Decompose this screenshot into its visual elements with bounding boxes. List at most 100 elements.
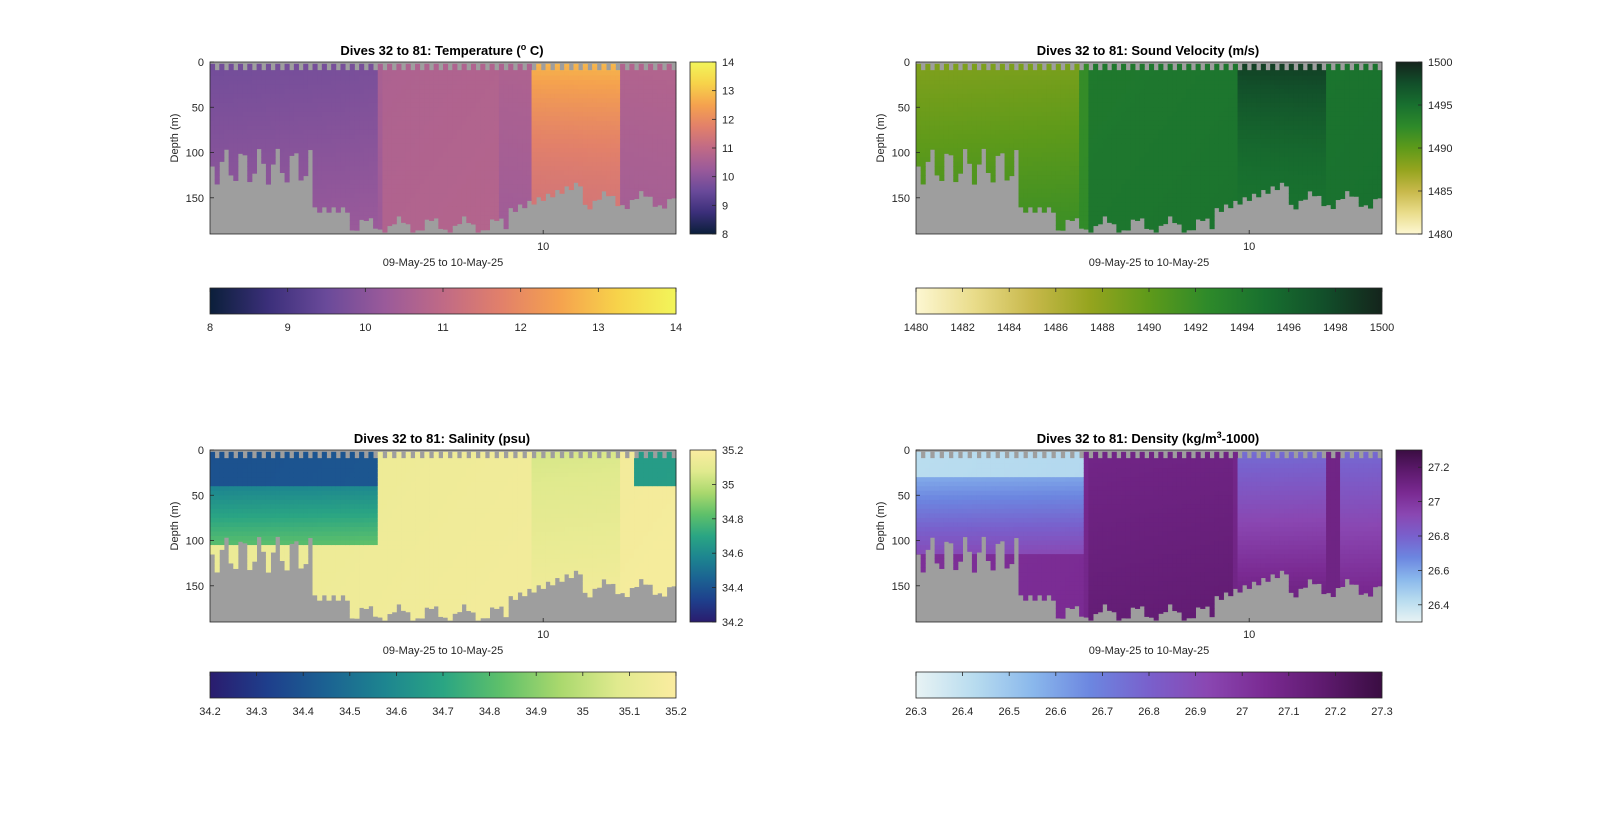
heatmap-cell bbox=[1004, 116, 1010, 122]
heatmap-cell bbox=[545, 152, 551, 158]
heatmap-cell bbox=[237, 143, 244, 149]
heatmap-cell bbox=[1004, 125, 1010, 131]
heatmap-cell bbox=[331, 75, 337, 81]
heatmap-cell bbox=[1158, 206, 1164, 212]
heatmap-cell bbox=[587, 152, 593, 158]
heatmap-cell bbox=[1041, 206, 1047, 212]
heatmap-cell bbox=[401, 197, 407, 203]
heatmap-cell bbox=[615, 134, 621, 140]
heatmap-cell bbox=[410, 84, 416, 90]
heatmap-cell bbox=[1004, 166, 1010, 172]
heatmap-cell bbox=[443, 66, 449, 72]
heatmap-cell bbox=[498, 179, 504, 185]
heatmap-cell bbox=[508, 66, 514, 72]
heatmap-cell bbox=[382, 152, 388, 158]
heatmap-cell bbox=[592, 143, 598, 149]
heatmap-cell bbox=[634, 152, 640, 158]
heatmap-cell bbox=[470, 184, 477, 190]
heatmap-cell bbox=[573, 179, 579, 183]
heatmap-cell bbox=[1051, 102, 1057, 108]
heatmap-cell bbox=[396, 188, 402, 194]
heatmap-cell bbox=[349, 224, 355, 230]
heatmap-cell bbox=[1144, 179, 1150, 185]
heatmap-cell bbox=[1074, 98, 1080, 104]
heatmap-cell bbox=[480, 188, 486, 194]
heatmap-cell bbox=[1079, 71, 1085, 76]
heatmap-cell bbox=[568, 71, 574, 76]
heatmap-cell bbox=[1149, 63, 1155, 67]
heatmap-cell bbox=[373, 157, 379, 162]
heatmap-cell bbox=[251, 143, 257, 149]
heatmap-cell bbox=[424, 148, 430, 153]
heatmap-cell bbox=[1190, 98, 1196, 104]
heatmap-cell bbox=[971, 143, 977, 149]
heatmap-cell bbox=[447, 107, 453, 113]
heatmap-cell bbox=[503, 138, 509, 144]
heatmap-cell bbox=[489, 148, 495, 153]
heatmap-cell bbox=[1102, 157, 1108, 162]
heatmap-cell bbox=[1116, 111, 1122, 117]
heatmap-cell bbox=[410, 175, 416, 181]
heatmap-cell bbox=[652, 84, 658, 90]
heatmap-cell bbox=[410, 75, 416, 81]
heatmap-cell bbox=[415, 125, 421, 131]
heatmap-cell bbox=[568, 70, 574, 72]
heatmap-cell bbox=[1013, 111, 1019, 117]
heatmap-cell bbox=[615, 202, 621, 207]
heatmap-cell bbox=[943, 152, 950, 154]
heatmap-cell bbox=[396, 75, 402, 81]
heatmap-cell bbox=[1041, 80, 1047, 86]
heatmap-cell bbox=[1149, 220, 1155, 226]
heatmap-cell bbox=[995, 152, 1001, 156]
heatmap-cell bbox=[971, 84, 977, 90]
heatmap-cell bbox=[920, 102, 926, 108]
heatmap-cell bbox=[1079, 111, 1085, 117]
heatmap-cell bbox=[303, 80, 309, 86]
heatmap-cell bbox=[601, 116, 607, 122]
heatmap-cell bbox=[1055, 116, 1061, 122]
heatmap-cell bbox=[1065, 215, 1071, 220]
heatmap-cell bbox=[377, 66, 383, 72]
heatmap-cell bbox=[359, 111, 365, 117]
heatmap-cell bbox=[1125, 166, 1131, 172]
heatmap-cell bbox=[1167, 138, 1173, 144]
heatmap-cell bbox=[601, 93, 607, 99]
heatmap-cell bbox=[559, 102, 565, 108]
heatmap-cell bbox=[298, 98, 304, 104]
heatmap-cell bbox=[1037, 184, 1043, 190]
heatmap-cell bbox=[1093, 193, 1099, 199]
heatmap-cell bbox=[1125, 80, 1131, 86]
heatmap-cell bbox=[648, 80, 654, 86]
heatmap-cell bbox=[1079, 107, 1085, 113]
heatmap-cell bbox=[662, 120, 668, 126]
heatmap-cell bbox=[470, 98, 477, 104]
heatmap-cell bbox=[545, 80, 551, 86]
heatmap-cell bbox=[526, 157, 532, 162]
heatmap-cell bbox=[1093, 220, 1099, 226]
heatmap-cell bbox=[564, 116, 570, 122]
heatmap-cell bbox=[526, 138, 532, 144]
heatmap-cell bbox=[284, 179, 290, 183]
heatmap-cell bbox=[967, 70, 973, 72]
heatmap-cell bbox=[326, 84, 332, 90]
heatmap-cell bbox=[438, 220, 444, 226]
heatmap-cell bbox=[1149, 206, 1155, 212]
heatmap-cell bbox=[601, 102, 607, 108]
heatmap-cell bbox=[508, 89, 514, 95]
heatmap-cell bbox=[317, 179, 323, 185]
heatmap-cell bbox=[1051, 175, 1057, 181]
heatmap-cell bbox=[275, 75, 281, 81]
heatmap-cell bbox=[976, 152, 982, 158]
heatmap-cell bbox=[452, 120, 458, 126]
heatmap-cell bbox=[265, 89, 271, 95]
heatmap-cell bbox=[391, 102, 397, 108]
heatmap-cell bbox=[652, 188, 658, 194]
heatmap-cell bbox=[554, 107, 560, 113]
heatmap-cell bbox=[657, 152, 663, 158]
heatmap-cell bbox=[1153, 143, 1159, 149]
heatmap-cell bbox=[1107, 211, 1113, 217]
heatmap-cell bbox=[657, 80, 663, 86]
heatmap-cell bbox=[1097, 197, 1103, 203]
heatmap-cell bbox=[1167, 125, 1173, 131]
heatmap-cell bbox=[957, 161, 963, 167]
